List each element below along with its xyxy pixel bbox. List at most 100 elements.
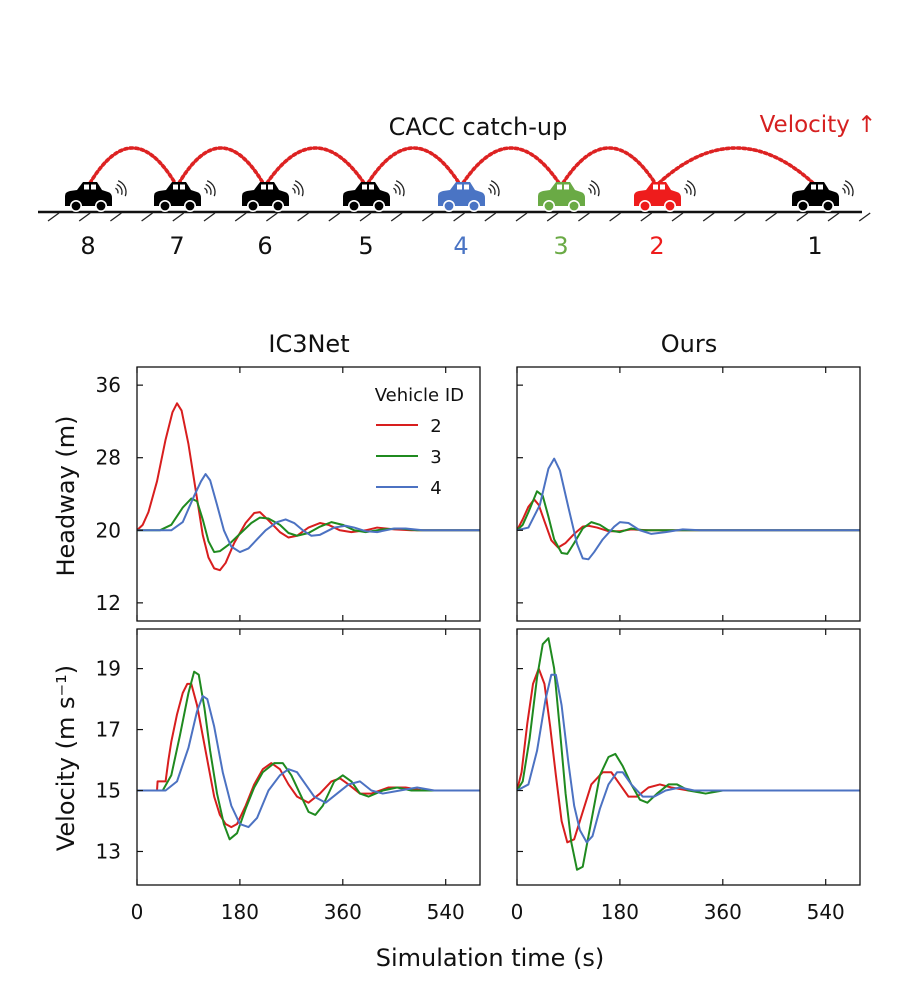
communication-links <box>88 146 815 185</box>
vehicles: 8 7 6 5 4 3 2 1 <box>65 180 854 260</box>
car-wheel <box>542 200 555 213</box>
car-wheel <box>568 200 580 213</box>
legend-title: Vehicle ID <box>375 385 464 406</box>
vehicle-id-label: 5 <box>358 232 373 260</box>
signal-wave <box>205 183 212 195</box>
velocity-ylabel: Velocity (m s⁻¹) <box>52 665 80 851</box>
signal-wave <box>685 183 692 195</box>
signal-wave <box>844 180 854 197</box>
car-wheel <box>442 200 455 213</box>
signal-wave <box>590 180 600 197</box>
signal-wave <box>393 187 397 194</box>
car-window <box>84 184 89 190</box>
y-tick-label: 36 <box>96 373 121 397</box>
vehicle-8: 8 <box>65 180 127 260</box>
car-body <box>538 182 585 206</box>
vehicle-id-label: 6 <box>257 232 272 260</box>
communication-link <box>265 146 366 185</box>
velocity-label: Velocity ↑ <box>760 112 877 138</box>
x-tick-label: 0 <box>511 900 524 924</box>
panel-velocity-ours: 0 180 360 540 <box>511 628 861 924</box>
series-line-2 <box>137 682 480 829</box>
series-line-3 <box>137 670 480 841</box>
diagram-title: CACC catch-up <box>389 113 568 141</box>
panel-velocity-ic3net: 13 15 17 19 0 180 360 540 <box>96 628 481 924</box>
car-window <box>653 184 658 190</box>
car-window <box>91 184 96 190</box>
signal-wave <box>292 187 296 194</box>
car-body <box>792 182 839 206</box>
signal-wave <box>294 180 304 197</box>
car-wheel <box>95 200 107 213</box>
vehicle-id-label: 3 <box>553 232 568 260</box>
car-window <box>362 184 367 190</box>
signal-wave <box>684 187 688 194</box>
car-wheel <box>272 200 284 213</box>
car-window <box>564 184 569 190</box>
car-wheel <box>373 200 385 213</box>
series-line-4 <box>137 695 480 829</box>
car-wheel <box>246 200 259 213</box>
x-tick-label: 360 <box>324 900 362 924</box>
vehicle-3: 3 <box>538 180 600 260</box>
y-tick-label: 20 <box>96 518 121 542</box>
road-hatch <box>546 212 559 222</box>
x-tick-label: 180 <box>601 900 639 924</box>
signal-wave <box>204 187 208 194</box>
road-hatch <box>734 212 746 222</box>
vehicle-4: 4 <box>438 180 500 260</box>
plot-frame <box>516 366 861 622</box>
series-line-4 <box>517 673 860 844</box>
road-hatch <box>172 212 185 222</box>
car-wheel <box>638 200 651 213</box>
car-window <box>457 184 462 190</box>
plot-frame <box>136 366 481 622</box>
car-wheel <box>158 200 171 213</box>
car-window <box>464 184 469 190</box>
road-hatch <box>796 212 809 222</box>
communication-link <box>88 146 177 185</box>
legend-label: 3 <box>430 447 441 468</box>
communication-link <box>561 146 657 185</box>
legend: Vehicle ID 2 3 4 <box>375 385 464 499</box>
series-line-4 <box>137 473 480 554</box>
road-hatch <box>141 212 153 222</box>
vehicle-id-label: 8 <box>80 232 95 260</box>
vehicle-5: 5 <box>343 180 405 260</box>
y-tick-label: 12 <box>96 591 121 615</box>
road-hatch <box>702 212 715 222</box>
road-hatch <box>110 212 122 222</box>
communication-link <box>366 146 461 185</box>
car-body <box>634 182 681 206</box>
road-hatch <box>640 212 653 222</box>
car-window <box>818 184 823 190</box>
car-window <box>557 184 562 190</box>
cacc-diagram: CACC catch-up Velocity ↑ 8 7 6 5 4 3 2 1 <box>38 112 876 260</box>
signal-wave <box>488 187 492 194</box>
legend-label: 2 <box>430 416 441 437</box>
x-tick-label: 540 <box>427 900 465 924</box>
car-body <box>343 182 390 206</box>
signal-wave <box>589 183 596 195</box>
vehicle-1: 1 <box>792 180 854 260</box>
car-wheel <box>664 200 676 213</box>
series-line-3 <box>517 637 860 871</box>
car-wheel <box>184 200 196 213</box>
car-body <box>438 182 485 206</box>
road-hatch <box>827 212 840 222</box>
y-tick-label: 15 <box>96 779 121 803</box>
y-tick-label: 13 <box>96 839 121 863</box>
vehicle-7: 7 <box>154 180 216 260</box>
vehicle-id-label: 2 <box>649 232 664 260</box>
plot-frame <box>136 628 481 886</box>
communication-link <box>177 146 265 185</box>
panel-title-ours: Ours <box>661 330 717 358</box>
panel-headway-ours <box>516 366 861 622</box>
signal-wave <box>843 183 850 195</box>
road-hatch <box>765 212 777 222</box>
signal-wave <box>490 180 500 197</box>
car-window <box>660 184 665 190</box>
road-hatch <box>78 212 91 222</box>
